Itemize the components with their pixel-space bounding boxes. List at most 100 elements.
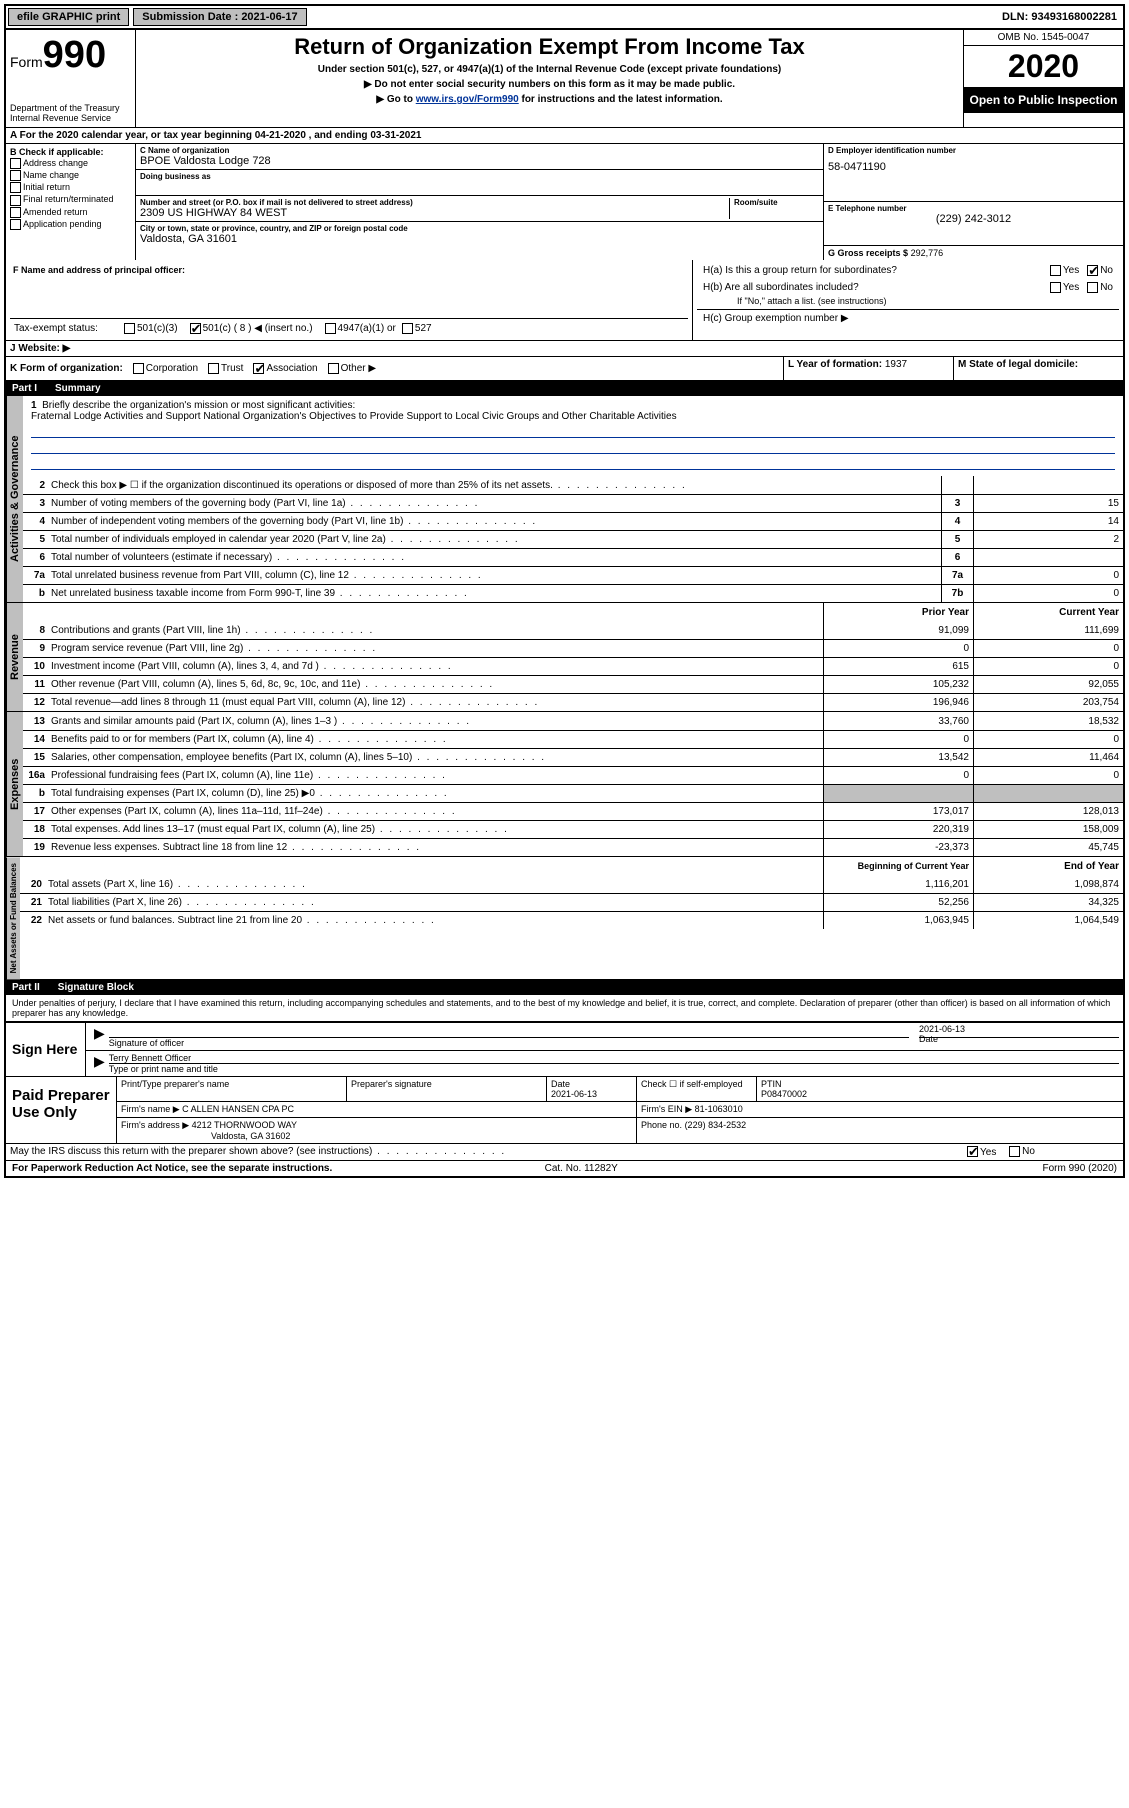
cb-discuss-no[interactable] bbox=[1009, 1146, 1020, 1157]
arrow-icon: ▶ bbox=[90, 1053, 109, 1074]
firm-addr2: Valdosta, GA 31602 bbox=[211, 1131, 290, 1141]
form-990-page: efile GRAPHIC print Submission Date : 20… bbox=[4, 4, 1125, 1178]
summary-line: 11Other revenue (Part VIII, column (A), … bbox=[23, 675, 1123, 693]
cb-initial-return[interactable] bbox=[10, 182, 21, 193]
firm-addr1: 4212 THORNWOOD WAY bbox=[192, 1120, 297, 1130]
cb-app-pending[interactable] bbox=[10, 219, 21, 230]
prep-date: 2021-06-13 bbox=[551, 1089, 597, 1099]
period-row: A For the 2020 calendar year, or tax yea… bbox=[6, 128, 1123, 144]
col-boy: Beginning of Current Year bbox=[823, 857, 973, 875]
phone: (229) 242-3012 bbox=[828, 213, 1119, 225]
summary-line: 16aProfessional fundraising fees (Part I… bbox=[23, 766, 1123, 784]
sign-date: 2021-06-13 bbox=[919, 1024, 1119, 1034]
cb-name-change[interactable] bbox=[10, 170, 21, 181]
summary-line: 9Program service revenue (Part VIII, lin… bbox=[23, 639, 1123, 657]
cb-discuss-yes[interactable] bbox=[967, 1146, 978, 1157]
netassets-section: Net Assets or Fund Balances Beginning of… bbox=[6, 857, 1123, 980]
col-eoy: End of Year bbox=[973, 857, 1123, 875]
summary-line: 3Number of voting members of the governi… bbox=[23, 494, 1123, 512]
cb-address-change[interactable] bbox=[10, 158, 21, 169]
part1-header: Part ISummary bbox=[6, 381, 1123, 396]
col-prior-year: Prior Year bbox=[823, 603, 973, 621]
revenue-section: Revenue Prior Year Current Year 8Contrib… bbox=[6, 603, 1123, 712]
firm-phone: (229) 834-2532 bbox=[685, 1120, 747, 1130]
summary-line: 22Net assets or fund balances. Subtract … bbox=[20, 911, 1123, 929]
arrow-icon: ▶ bbox=[90, 1025, 109, 1048]
cb-hb-yes[interactable] bbox=[1050, 282, 1061, 293]
summary-line: bTotal fundraising expenses (Part IX, co… bbox=[23, 784, 1123, 802]
subtitle-1: Under section 501(c), 527, or 4947(a)(1)… bbox=[144, 64, 955, 75]
cb-final-return[interactable] bbox=[10, 195, 21, 206]
cb-ha-yes[interactable] bbox=[1050, 265, 1061, 276]
cb-other[interactable] bbox=[328, 363, 339, 374]
dln-label: DLN: 93493168002281 bbox=[1002, 11, 1123, 23]
irs-link[interactable]: www.irs.gov/Form990 bbox=[416, 94, 519, 105]
summary-line: 13Grants and similar amounts paid (Part … bbox=[23, 712, 1123, 730]
efile-print-button[interactable]: efile GRAPHIC print bbox=[8, 8, 129, 26]
form-number: Form990 bbox=[10, 34, 131, 77]
tax-status-label: Tax-exempt status: bbox=[14, 323, 124, 334]
ptin: P08470002 bbox=[761, 1089, 807, 1099]
summary-line: 7aTotal unrelated business revenue from … bbox=[23, 566, 1123, 584]
box-hc: H(c) Group exemption number ▶ bbox=[697, 309, 1119, 327]
gross-receipts: 292,776 bbox=[911, 248, 944, 258]
summary-line: 8Contributions and grants (Part VIII, li… bbox=[23, 621, 1123, 639]
box-j-website: J Website: ▶ bbox=[6, 341, 1123, 356]
cb-assoc[interactable] bbox=[253, 363, 264, 374]
cb-trust[interactable] bbox=[208, 363, 219, 374]
omb-number: OMB No. 1545-0047 bbox=[964, 30, 1123, 46]
summary-line: 15Salaries, other compensation, employee… bbox=[23, 748, 1123, 766]
cb-amended[interactable] bbox=[10, 207, 21, 218]
part2-header: Part IISignature Block bbox=[6, 980, 1123, 995]
paid-preparer-block: Paid Preparer Use Only Print/Type prepar… bbox=[6, 1076, 1123, 1143]
top-toolbar: efile GRAPHIC print Submission Date : 20… bbox=[6, 6, 1123, 30]
summary-line: 2Check this box ▶ ☐ if the organization … bbox=[23, 476, 1123, 494]
box-c: C Name of organization BPOE Valdosta Lod… bbox=[136, 144, 823, 260]
submission-date-button[interactable]: Submission Date : 2021-06-17 bbox=[133, 8, 306, 26]
mission-text: Fraternal Lodge Activities and Support N… bbox=[31, 411, 1115, 422]
summary-line: 6Total number of volunteers (estimate if… bbox=[23, 548, 1123, 566]
penalty-text: Under penalties of perjury, I declare th… bbox=[6, 995, 1123, 1021]
cb-corp[interactable] bbox=[133, 363, 144, 374]
form-title: Return of Organization Exempt From Incom… bbox=[144, 34, 955, 60]
ein: 58-0471190 bbox=[828, 161, 1119, 173]
cb-hb-no[interactable] bbox=[1087, 282, 1098, 293]
sign-here-block: Sign Here ▶ Signature of officer 2021-06… bbox=[6, 1021, 1123, 1076]
city-state-zip: Valdosta, GA 31601 bbox=[140, 233, 819, 245]
summary-line: 14Benefits paid to or for members (Part … bbox=[23, 730, 1123, 748]
page-footer: For Paperwork Reduction Act Notice, see … bbox=[6, 1161, 1123, 1176]
dept-label: Department of the Treasury Internal Reve… bbox=[10, 103, 131, 123]
tax-year: 2020 bbox=[964, 46, 1123, 87]
officer-name: Terry Bennett Officer bbox=[109, 1053, 1119, 1064]
box-b: B Check if applicable: Address change Na… bbox=[6, 144, 136, 260]
side-expenses: Expenses bbox=[6, 712, 23, 856]
public-inspection-label: Open to Public Inspection bbox=[964, 87, 1123, 113]
cb-527[interactable] bbox=[402, 323, 413, 334]
row-f-h: F Name and address of principal officer:… bbox=[6, 260, 1123, 341]
activities-governance-section: Activities & Governance 1 Briefly descri… bbox=[6, 396, 1123, 603]
form-header: Form990 Department of the Treasury Inter… bbox=[6, 30, 1123, 128]
summary-line: 5Total number of individuals employed in… bbox=[23, 530, 1123, 548]
firm-name: C ALLEN HANSEN CPA PC bbox=[182, 1104, 294, 1114]
side-revenue: Revenue bbox=[6, 603, 23, 711]
summary-line: 18Total expenses. Add lines 13–17 (must … bbox=[23, 820, 1123, 838]
col-current-year: Current Year bbox=[973, 603, 1123, 621]
street-address: 2309 US HIGHWAY 84 WEST bbox=[140, 207, 729, 219]
cb-ha-no[interactable] bbox=[1087, 265, 1098, 276]
subtitle-3: ▶ Go to www.irs.gov/Form990 for instruct… bbox=[144, 94, 955, 105]
summary-line: 4Number of independent voting members of… bbox=[23, 512, 1123, 530]
cb-501c[interactable] bbox=[190, 323, 201, 334]
summary-line: 10Investment income (Part VIII, column (… bbox=[23, 657, 1123, 675]
summary-line: bNet unrelated business taxable income f… bbox=[23, 584, 1123, 602]
summary-line: 20Total assets (Part X, line 16)1,116,20… bbox=[20, 875, 1123, 893]
cb-501c3[interactable] bbox=[124, 323, 135, 334]
entity-block: B Check if applicable: Address change Na… bbox=[6, 144, 1123, 260]
discuss-question: May the IRS discuss this return with the… bbox=[6, 1144, 963, 1159]
box-d-e-g: D Employer identification number 58-0471… bbox=[823, 144, 1123, 260]
firm-ein: 81-1063010 bbox=[695, 1104, 743, 1114]
subtitle-2: ▶ Do not enter social security numbers o… bbox=[144, 79, 955, 90]
side-netassets: Net Assets or Fund Balances bbox=[6, 857, 20, 979]
summary-line: 19Revenue less expenses. Subtract line 1… bbox=[23, 838, 1123, 856]
summary-line: 17Other expenses (Part IX, column (A), l… bbox=[23, 802, 1123, 820]
cb-4947[interactable] bbox=[325, 323, 336, 334]
